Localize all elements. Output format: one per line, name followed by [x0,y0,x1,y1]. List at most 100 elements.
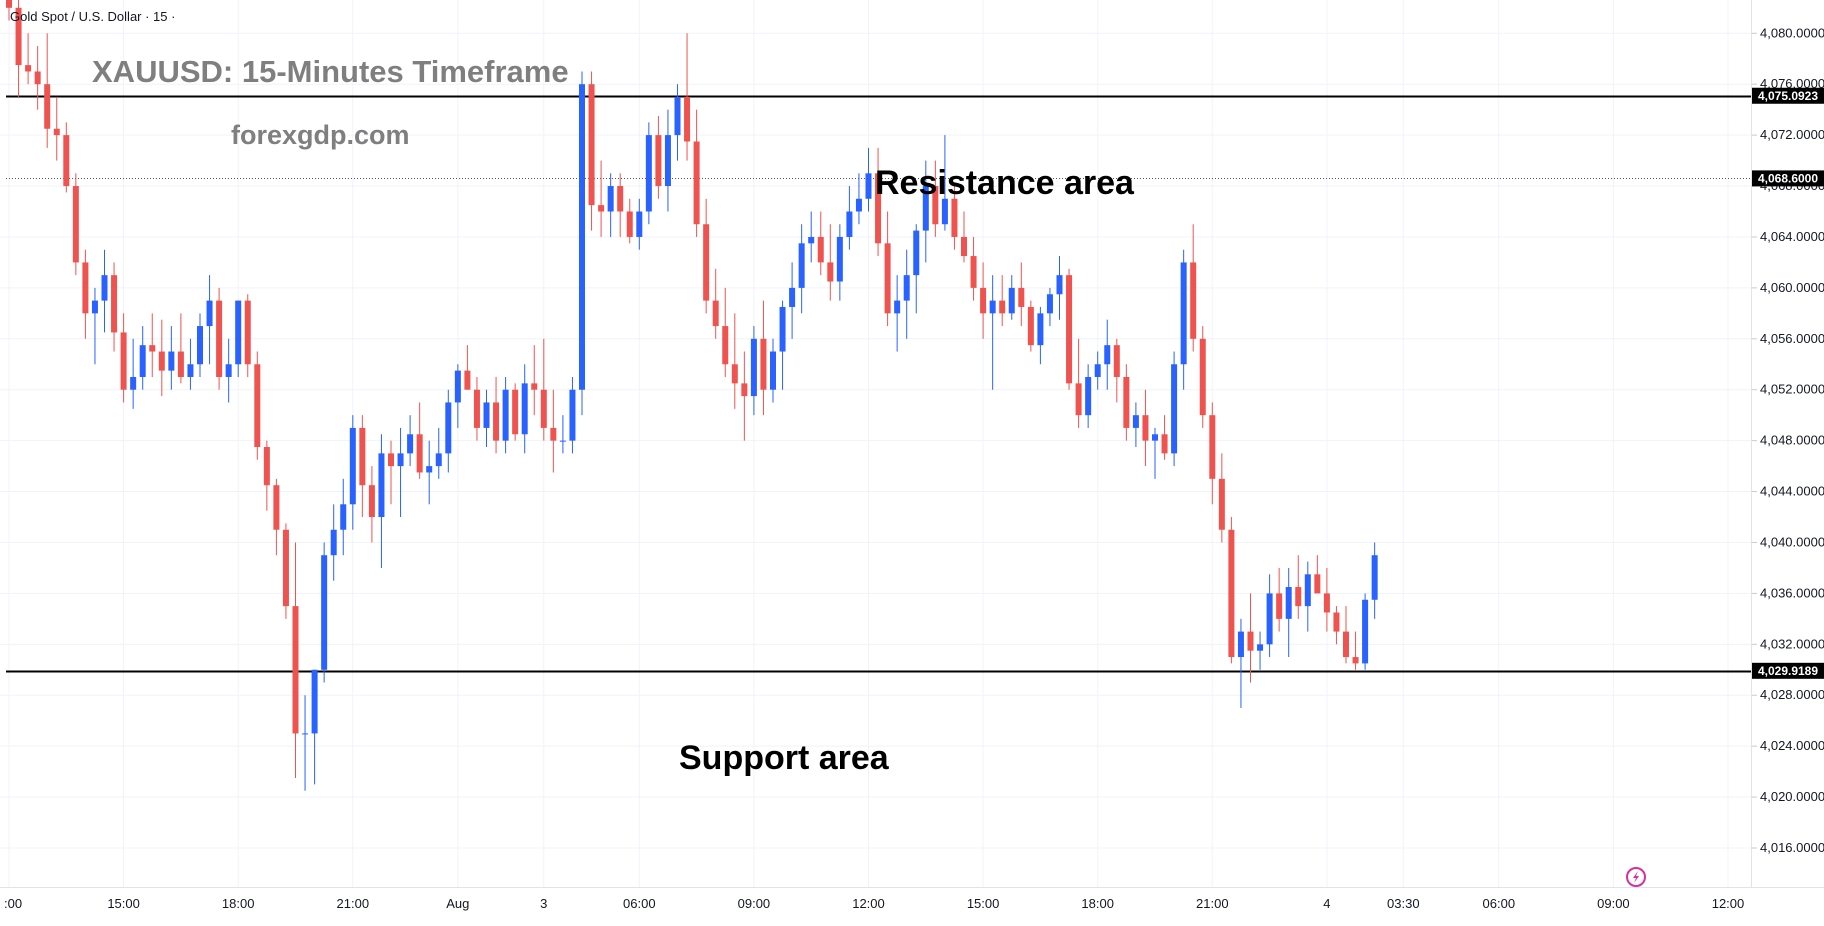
candle-body [454,370,461,403]
candle [206,275,213,365]
candle [1152,427,1158,479]
candle-body [1237,631,1244,658]
candle [1266,574,1273,658]
candle [1027,300,1034,352]
candle [588,71,595,231]
candle-body [111,275,118,333]
candle-body [34,71,41,85]
candle [254,351,261,460]
y-tick-label: 4,056.0000 [1760,331,1824,346]
y-tick-label: 4,040.0000 [1760,534,1824,549]
candle [1295,555,1302,619]
candle [779,300,786,390]
candle [168,326,175,390]
candle-body [855,198,862,212]
candle [15,0,22,97]
candle-body [1343,631,1349,658]
candle-body [1008,287,1015,314]
candle [139,326,146,390]
candle-body [750,338,757,397]
candle [244,294,251,377]
candle [789,262,796,339]
candle [225,338,232,403]
candle-body [1362,599,1369,664]
candle-body [206,300,213,327]
candle [426,440,433,505]
candle-body [149,345,156,352]
candle-body [512,389,519,435]
candle-body [216,300,223,377]
y-tick-label: 4,020.0000 [1760,789,1824,804]
candle [989,275,996,390]
candle-body [598,205,605,212]
candle-body [913,230,920,276]
candle [512,383,519,441]
candle [884,211,891,327]
candle-body [1094,364,1101,377]
candle [1333,606,1340,645]
candle-body [493,402,500,441]
candle-body [1132,415,1139,428]
candle-body [722,326,729,365]
candle [855,173,862,225]
y-tick-label: 4,052.0000 [1760,382,1824,397]
candle-body [91,300,98,314]
candle [197,313,203,377]
candle [435,427,442,479]
candle [177,313,184,384]
candle [1276,567,1283,632]
candle [836,224,843,301]
y-tick-label: 4,060.0000 [1760,280,1824,295]
candle [349,415,356,530]
candle-body [989,300,996,314]
candle-body [426,466,433,473]
candle [216,287,223,390]
x-tick-label: 09:00 [738,896,771,911]
chart-title: XAUUSD: 15-Minutes Timeframe [92,54,569,89]
candle-body [502,389,509,441]
lightning-bolt-icon[interactable] [1626,867,1646,887]
candle-body [368,485,375,518]
candle [1008,275,1015,320]
candle-body [798,243,805,288]
candle [1371,542,1378,619]
candle-body [865,173,872,199]
y-tick-label: 4,024.0000 [1760,738,1824,753]
candle-body [1113,345,1120,377]
candle-body [1142,415,1149,441]
candle-body [82,262,89,314]
candle-body [473,389,480,428]
candle [674,84,681,161]
candle [149,313,156,377]
candle-body [817,236,824,263]
price-tag-label: 4,075.0923 [1758,89,1818,103]
candle-body [941,198,948,225]
candle [617,173,624,237]
price-tag-bg [1752,170,1824,187]
price-tag-label: 4,029.9189 [1758,664,1818,678]
candle [951,186,958,250]
candle [292,542,299,778]
candle [980,262,987,339]
candle-body [664,135,671,187]
candle [1161,415,1168,460]
candle-body [789,287,796,307]
candle [598,160,605,237]
last-price-price-tag: 4,068.6000 [1752,170,1824,187]
candle [865,147,872,212]
candle-body [1199,338,1206,416]
time-axis[interactable]: :00 15:00 18:00 21:00 Aug 3 06:00 09:00 12:00 15:… [4,896,1824,911]
candle-body [1352,657,1359,664]
candle-body [388,453,394,467]
x-tick-label: 06:00 [623,896,656,911]
candle [922,160,929,263]
y-tick-label: 4,076.0000 [1760,76,1824,91]
symbol-header[interactable]: Gold Spot / U.S. Dollar · 15 · [10,9,175,24]
x-tick-label: 4 [1323,896,1330,911]
y-tick-label: 4,036.0000 [1760,585,1824,600]
candle [579,71,585,416]
support-area-label: Support area [679,739,890,777]
price-axis[interactable]: 4,016.0000 4,020.0000 4,024.0000 4,028.0000… [1752,0,1824,855]
x-tick-label: 15:00 [967,896,1000,911]
